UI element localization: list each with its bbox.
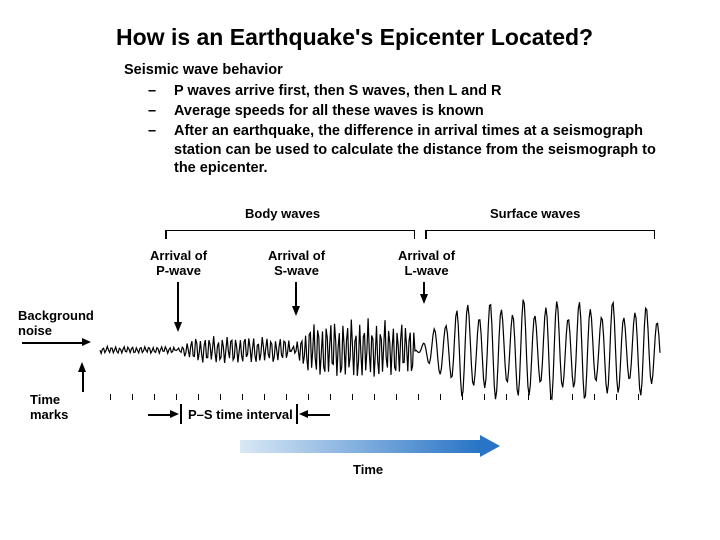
list-item: – After an earthquake, the difference in… xyxy=(148,122,658,179)
bullet-text: Average speeds for all these waves is kn… xyxy=(174,102,658,121)
bullet-text: P waves arrive first, then S waves, then… xyxy=(174,82,658,101)
ps-left-line xyxy=(148,414,170,416)
time-arrow-head xyxy=(480,435,500,457)
ps-interval-label: P–S time interval xyxy=(188,407,293,422)
time-marks-arrow-head xyxy=(78,362,86,372)
ps-left-arrow xyxy=(170,410,179,418)
seismogram-waveform xyxy=(60,200,680,500)
time-arrow-body xyxy=(240,440,480,453)
ps-right-bar xyxy=(296,404,298,424)
ps-left-bar xyxy=(180,404,182,424)
time-label: Time xyxy=(353,462,383,477)
bullet-dash: – xyxy=(148,82,174,101)
subtitle: Seismic wave behavior xyxy=(124,62,283,78)
time-marks-arrow-line xyxy=(82,372,84,392)
list-item: – Average speeds for all these waves is … xyxy=(148,102,658,121)
ps-right-arrow xyxy=(299,410,308,418)
bullet-dash: – xyxy=(148,102,174,121)
seismogram-diagram: Body waves Surface waves Arrival of P-wa… xyxy=(60,200,680,500)
bullet-dash: – xyxy=(148,122,174,179)
time-marks-label: Time marks xyxy=(30,392,68,422)
page-title: How is an Earthquake's Epicenter Located… xyxy=(116,24,593,51)
ps-right-line xyxy=(308,414,330,416)
bullet-list: – P waves arrive first, then S waves, th… xyxy=(148,82,658,179)
list-item: – P waves arrive first, then S waves, th… xyxy=(148,82,658,101)
bullet-text: After an earthquake, the difference in a… xyxy=(174,122,658,179)
